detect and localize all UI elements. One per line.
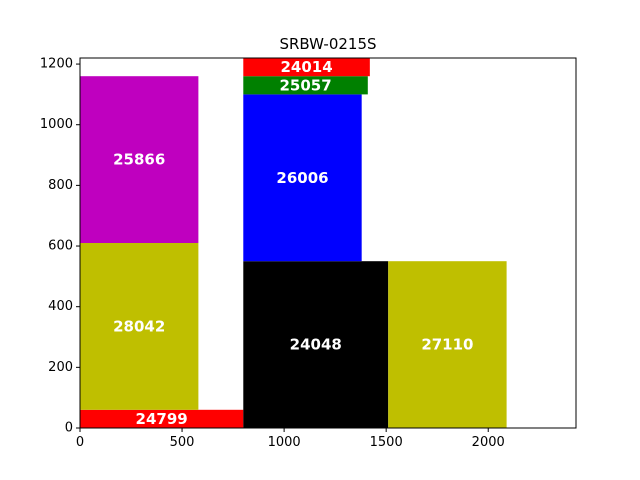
bar-label: 28042: [113, 317, 165, 335]
bar-label: 27110: [421, 336, 473, 354]
bar-label: 25866: [113, 151, 165, 169]
y-tick-label: 1000: [40, 117, 73, 132]
y-tick-label: 800: [48, 178, 73, 193]
bar-label: 24799: [136, 410, 188, 428]
plot-frame: [79, 57, 577, 429]
chart-title: SRBW-0215S: [279, 35, 376, 53]
y-tick-label: 0: [65, 421, 73, 436]
y-tick-label: 200: [48, 360, 73, 375]
bar-block: [80, 243, 199, 410]
y-tick-label: 400: [48, 299, 73, 314]
bar-block: [80, 76, 199, 244]
bar-block: [243, 58, 370, 77]
x-tick-label: 500: [170, 435, 195, 450]
x-axis: 0 500 1000 1500 2000: [76, 428, 505, 450]
x-tick-label: 0: [76, 435, 84, 450]
bar-label: 26006: [276, 169, 328, 187]
bar-label: 24014: [280, 58, 332, 76]
x-tick-label: 1000: [268, 435, 301, 450]
bar-block: [243, 94, 362, 262]
bar-block: [243, 76, 368, 95]
bar-label: 24048: [290, 336, 342, 354]
y-tick-label: 1200: [40, 57, 73, 72]
x-tick-label: 2000: [472, 435, 505, 450]
bar-label: 25057: [279, 76, 331, 94]
bar-block: [243, 261, 389, 428]
bar-block: [388, 261, 507, 428]
bar-block: [80, 409, 244, 428]
x-tick-label: 1500: [370, 435, 403, 450]
y-axis: 0 200 400 600 800 1000 1200: [40, 57, 80, 436]
y-tick-label: 600: [48, 239, 73, 254]
